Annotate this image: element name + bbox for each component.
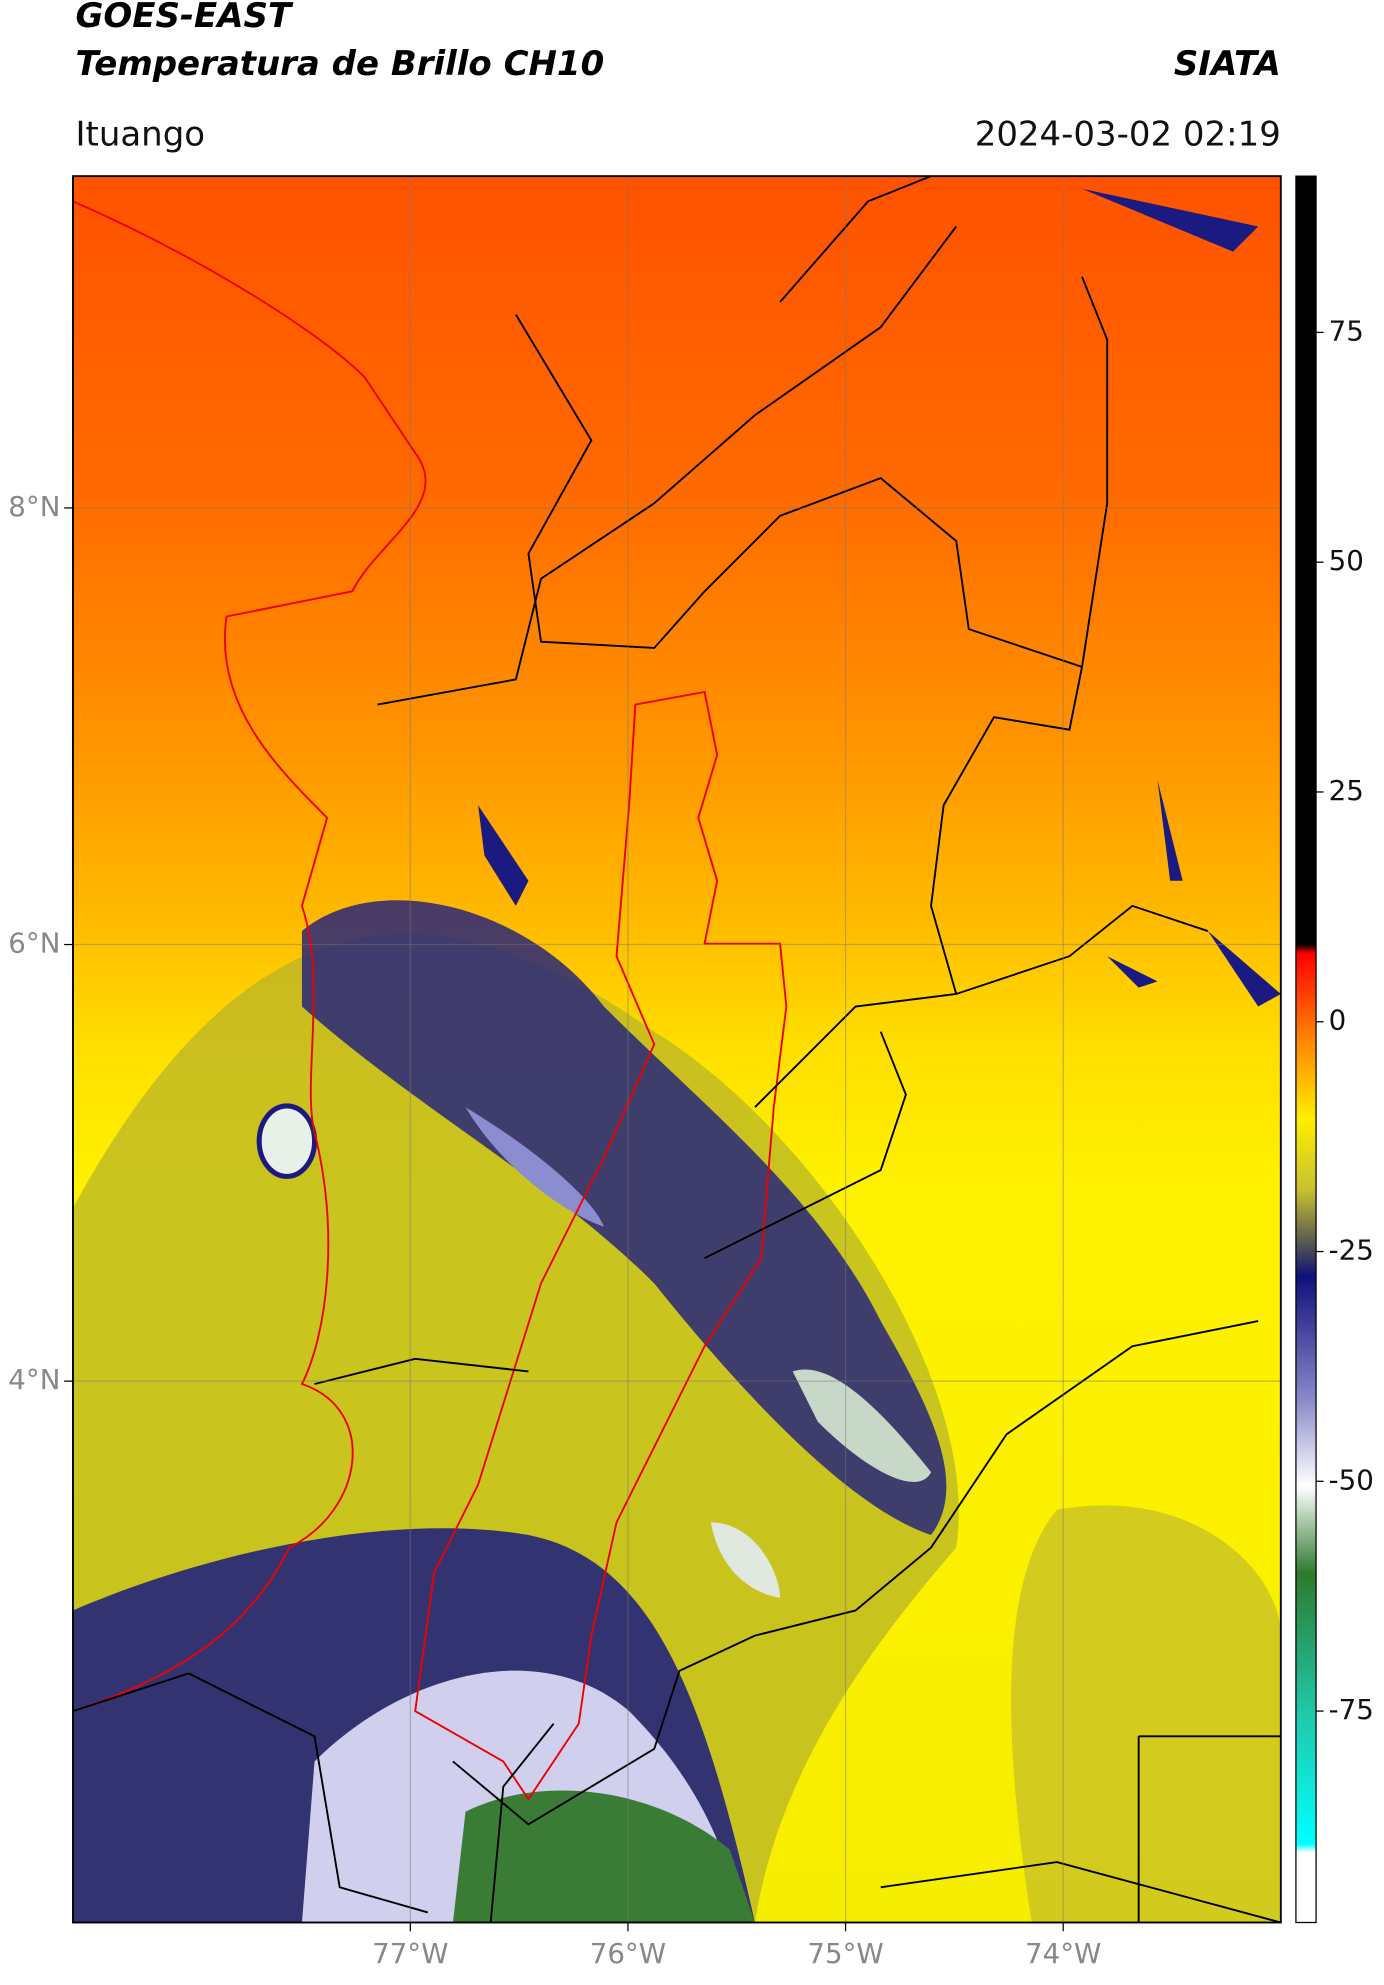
place: Ituango <box>75 114 205 154</box>
colorbar-tick-label: 50 <box>1329 544 1364 577</box>
map-frame <box>72 175 1282 1924</box>
y-tick-label: 6°N <box>8 927 60 960</box>
x-tick-label: 74°W <box>1025 1937 1101 1970</box>
map-image <box>72 176 1281 1923</box>
y-tick-label: 4°N <box>8 1363 60 1396</box>
colorbar <box>1295 175 1317 1924</box>
colorbar-tick-label: -50 <box>1329 1463 1374 1496</box>
source: GOES-EAST <box>75 0 293 36</box>
colorbar-tick-label: -25 <box>1329 1234 1374 1267</box>
grid <box>72 176 1281 1923</box>
colorbar-tick-label: 75 <box>1329 314 1364 347</box>
datetime: 2024-03-02 02:19 <box>975 114 1281 154</box>
colorbar-tick-label: 25 <box>1329 774 1364 807</box>
colorbar-tick-label: 0 <box>1329 1004 1347 1037</box>
x-tick-label: 75°W <box>807 1937 883 1970</box>
x-tick-label: 76°W <box>590 1937 666 1970</box>
title: Temperatura de Brillo CH10 <box>75 44 604 84</box>
y-tick-label: 8°N <box>8 490 60 523</box>
colorbar-tick-label: -75 <box>1329 1693 1374 1726</box>
x-tick-label: 77°W <box>372 1937 448 1970</box>
brand: SIATA <box>1174 44 1281 84</box>
